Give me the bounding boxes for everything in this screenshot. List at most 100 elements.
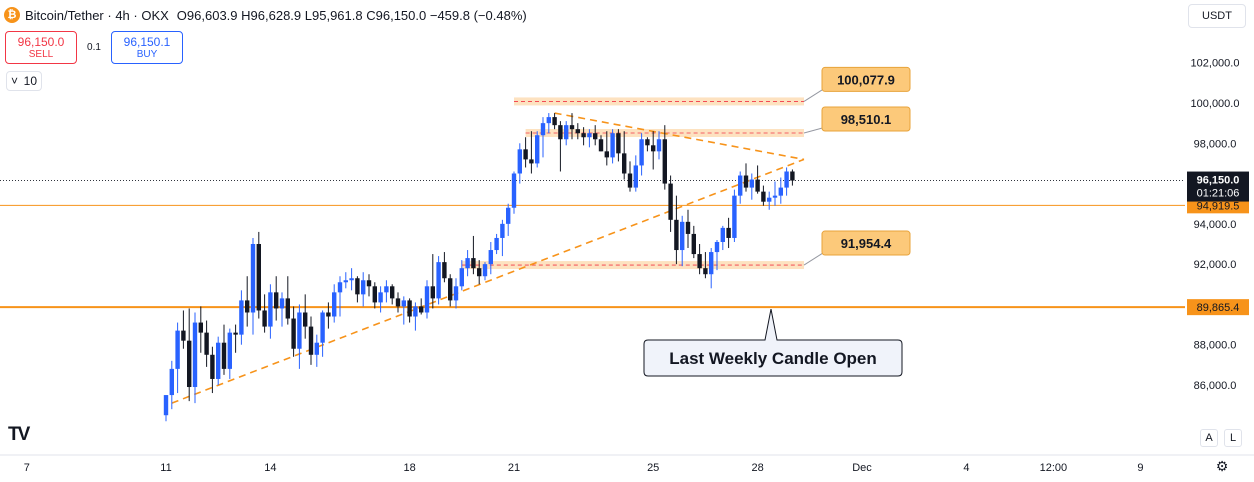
candle-body <box>187 340 192 388</box>
callout-label: 98,510.1 <box>841 112 892 127</box>
close-label: C <box>366 7 376 23</box>
candle-body <box>401 300 406 307</box>
x-tick-label: 21 <box>508 462 520 474</box>
candle-body <box>163 395 169 416</box>
candle-body <box>395 298 401 307</box>
candle-body <box>674 219 679 251</box>
candle-body <box>732 195 737 238</box>
price-callout[interactable] <box>821 230 911 256</box>
chevron-down-icon: ˅ <box>11 74 19 88</box>
candle-body <box>337 282 343 293</box>
candle-body <box>598 139 604 152</box>
candle-body <box>755 179 760 192</box>
price-callout[interactable] <box>821 106 911 132</box>
candle-body <box>511 173 517 208</box>
x-tick-label: 9 <box>1137 462 1143 474</box>
trendline[interactable] <box>554 112 805 161</box>
ohlc-values: O96,603.9 H96,628.9 L95,961.8 C96,150.0 … <box>177 8 527 23</box>
candle-body <box>175 330 180 369</box>
indicators-count: 10 <box>23 74 37 88</box>
level-price-label: 89,865.4 <box>1197 302 1240 314</box>
level-price-tag <box>1187 299 1249 316</box>
candle-body <box>384 286 389 293</box>
candle-body <box>291 318 296 349</box>
auto-scale-button[interactable]: A <box>1200 429 1218 447</box>
candle-body <box>633 165 638 188</box>
candle-body <box>326 312 331 317</box>
x-tick-label: 4 <box>963 462 969 474</box>
candle-body <box>372 286 377 303</box>
high-value: 96,628.9 <box>250 7 302 23</box>
candle-body <box>685 221 691 234</box>
overlay-layer: 100,077.9 98,510.1 91,954.4 Last Weekly Can… <box>643 66 911 377</box>
sell-label: SELL <box>28 48 54 60</box>
candle-body <box>477 268 482 277</box>
low-value: 95,961.8 <box>312 7 363 23</box>
x-tick-label: Dec <box>852 462 872 474</box>
candle-body <box>691 233 696 255</box>
candle-body <box>622 153 627 174</box>
candle-body <box>726 227 731 238</box>
settings-gear-icon[interactable]: ⚙ <box>1215 458 1229 474</box>
open-value: 96,603.9 <box>186 7 238 23</box>
candle-body <box>210 354 215 379</box>
candle-body <box>772 195 778 198</box>
price-axis-bg[interactable] <box>1185 0 1254 482</box>
candle-body <box>332 292 337 317</box>
y-tick-label: 94,000.0 <box>1194 219 1237 231</box>
candle-body <box>523 149 528 160</box>
candle-body <box>453 286 459 301</box>
candle-body <box>343 280 348 283</box>
buy-label: BUY <box>136 48 158 60</box>
candle-body <box>535 135 540 164</box>
y-tick-label: 86,000.0 <box>1194 380 1237 392</box>
candle-body <box>656 139 662 152</box>
symbol-title[interactable]: Bitcoin/Tether · 4h · OKX <box>25 7 169 23</box>
candle-body <box>743 175 749 188</box>
candle-body <box>784 171 789 188</box>
candle-body <box>610 133 615 158</box>
bar-countdown-label: 01:21:06 <box>1197 188 1240 200</box>
x-tick-label: 18 <box>403 462 415 474</box>
candle-body <box>668 183 673 220</box>
candle-body <box>564 125 569 140</box>
log-scale-button[interactable]: L <box>1224 429 1242 447</box>
candle-body <box>407 300 412 317</box>
price-callout[interactable] <box>821 66 911 92</box>
candle-body <box>720 227 725 242</box>
buy-button[interactable]: 96,150.1 BUY <box>111 31 183 64</box>
candle-body <box>349 278 354 281</box>
candle-body <box>738 175 743 196</box>
candle-body <box>709 252 714 275</box>
candle-body <box>239 300 244 335</box>
sell-button[interactable]: 96,150.0 SELL <box>5 31 77 64</box>
x-tick-label: 7 <box>24 462 30 474</box>
currency-selector[interactable]: USDT <box>1188 4 1246 28</box>
candle-body <box>575 129 580 134</box>
indicators-toggle[interactable]: ˅ 10 <box>6 71 42 91</box>
candle-body <box>761 191 766 202</box>
candle-body <box>604 151 609 158</box>
annotation-bubble[interactable] <box>643 309 903 377</box>
y-tick-label: 102,000.0 <box>1191 58 1240 70</box>
buy-price: 96,150.1 <box>123 34 171 49</box>
candle-body <box>651 145 656 152</box>
trendline[interactable] <box>171 158 805 404</box>
candle-body <box>204 332 209 355</box>
candle-body <box>471 258 476 269</box>
candle-body <box>355 278 360 295</box>
candle-body <box>488 250 493 265</box>
tradingview-logo-icon: TV <box>8 424 30 445</box>
candle-body <box>303 312 308 327</box>
candle-body <box>587 133 592 138</box>
candle-body <box>593 133 598 140</box>
lines-layer <box>0 112 1185 404</box>
candle-body <box>500 223 505 238</box>
candle-body <box>459 268 464 287</box>
candle-body <box>233 332 238 335</box>
level-price-label: 94,919.5 <box>1197 200 1240 212</box>
candle-body <box>558 125 563 140</box>
candle-body <box>216 342 221 379</box>
